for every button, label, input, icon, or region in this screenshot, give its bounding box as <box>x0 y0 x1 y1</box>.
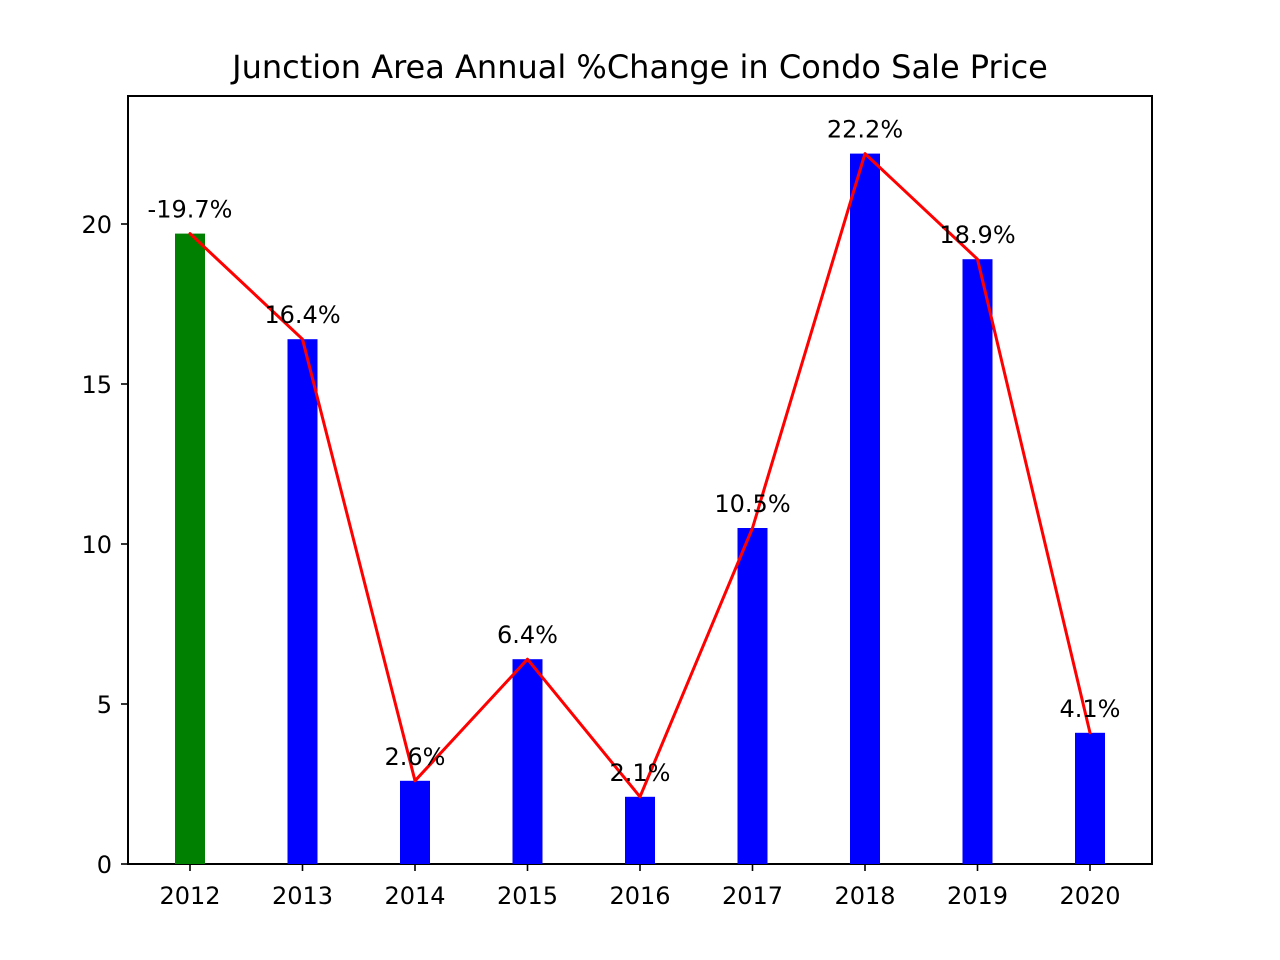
plot-area <box>127 95 1153 865</box>
bar-2019 <box>962 259 993 864</box>
data-labels-group: -19.7% 16.4% 2.6% 6.4% 2.1% 10.5% 22.2% 18.9% 4.… <box>148 116 1121 787</box>
data-label-2019: 18.9% <box>939 221 1015 249</box>
x-tick-label-2019: 2019 <box>947 882 1008 910</box>
trend-line-group <box>188 152 1092 799</box>
y-tick-label-15: 15 <box>81 371 112 399</box>
data-label-2018: 22.2% <box>827 116 903 144</box>
chart-title: Junction Area Annual %Change in Condo Sa… <box>230 48 1048 86</box>
bar-2018 <box>850 153 880 865</box>
bar-2012 <box>175 233 205 865</box>
x-axis: 2012 2013 2014 2015 2016 2017 2018 2019 2020 <box>159 864 1121 910</box>
x-tick-label-2013: 2013 <box>272 882 333 910</box>
x-tick-label-2016: 2016 <box>609 882 670 910</box>
data-label-2012: -19.7% <box>148 196 233 224</box>
x-tick-label-2020: 2020 <box>1059 882 1120 910</box>
x-tick-label-2014: 2014 <box>384 882 445 910</box>
y-tick-label-5: 5 <box>97 691 112 719</box>
x-tick-label-2015: 2015 <box>497 882 558 910</box>
trend-line <box>188 152 1092 799</box>
bar-2015 <box>512 659 543 864</box>
x-tick-label-2018: 2018 <box>834 882 895 910</box>
bar-2016 <box>625 796 655 864</box>
y-tick-label-10: 10 <box>81 531 112 559</box>
y-axis: 0 5 10 15 20 <box>81 211 128 879</box>
data-label-2020: 4.1% <box>1060 695 1121 723</box>
data-label-2017: 10.5% <box>714 490 790 518</box>
bar-2017 <box>737 528 768 864</box>
bar-2020 <box>1075 732 1105 864</box>
bar-2013 <box>287 339 318 864</box>
data-label-2014: 2.6% <box>385 743 446 771</box>
data-label-2013: 16.4% <box>264 301 340 329</box>
y-tick-label-0: 0 <box>97 851 112 879</box>
bar-2014 <box>400 780 430 864</box>
data-label-2016: 2.1% <box>610 759 671 787</box>
data-label-2015: 6.4% <box>497 621 558 649</box>
y-tick-label-20: 20 <box>81 211 112 239</box>
x-tick-label-2012: 2012 <box>159 882 220 910</box>
x-tick-label-2017: 2017 <box>722 882 783 910</box>
bars-group <box>175 153 1105 865</box>
